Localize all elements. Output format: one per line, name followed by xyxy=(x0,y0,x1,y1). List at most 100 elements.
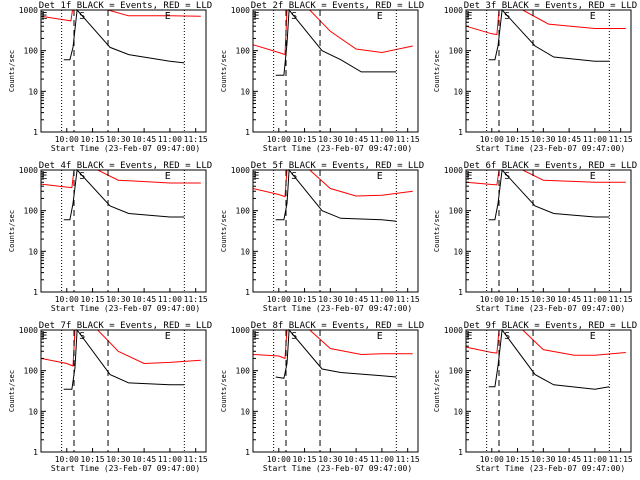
x-tick-label: 11:00 xyxy=(158,455,182,464)
y-tick-label: 1 xyxy=(458,448,463,457)
x-tick-label: 10:15 xyxy=(293,455,317,464)
y-tick-label: 1 xyxy=(458,288,463,297)
x-tick-label: 10:30 xyxy=(531,135,555,144)
x-tick-label: 11:15 xyxy=(609,455,633,464)
time-marker-label: S xyxy=(79,11,85,22)
x-axis-label: Start Time (23-Feb-07 09:47:00) xyxy=(476,144,625,153)
x-tick-label: 10:00 xyxy=(55,135,79,144)
y-tick-label: 1 xyxy=(458,128,463,137)
y-tick-label: 100 xyxy=(449,47,464,56)
time-marker-label: E xyxy=(165,331,171,342)
y-tick-label: 10 xyxy=(453,87,463,96)
x-tick-label: 10:45 xyxy=(344,135,368,144)
y-tick-label: 100 xyxy=(24,367,39,376)
x-tick-label: 11:15 xyxy=(609,295,633,304)
x-tick-label: 10:00 xyxy=(55,455,79,464)
time-marker-label: E xyxy=(377,331,383,342)
x-tick-label: 11:00 xyxy=(583,295,607,304)
y-tick-label: 1000 xyxy=(444,166,463,175)
time-marker-label: S xyxy=(291,171,297,182)
y-tick-label: 1000 xyxy=(444,326,463,335)
x-tick-label: 10:45 xyxy=(132,295,156,304)
x-tick-label: 10:00 xyxy=(480,295,504,304)
x-tick-label: 11:00 xyxy=(158,135,182,144)
x-tick-label: 11:00 xyxy=(158,295,182,304)
events-series-line xyxy=(488,168,610,221)
time-marker-label: E xyxy=(165,11,171,22)
y-axis-label: Counts/sec xyxy=(220,210,228,252)
y-axis-label: Counts/sec xyxy=(433,50,441,92)
time-marker-label: E xyxy=(165,171,171,182)
plot-frame xyxy=(252,9,419,133)
x-axis-label: Start Time (23-Feb-07 09:47:00) xyxy=(263,304,412,313)
time-marker-label: E xyxy=(467,11,473,22)
x-tick-label: 11:00 xyxy=(370,135,394,144)
chart-title: Det 4f BLACK = Events, RED = LLD xyxy=(39,161,212,171)
y-tick-label: 1000 xyxy=(231,326,250,335)
y-tick-label: 100 xyxy=(449,367,464,376)
plot-frame xyxy=(252,169,419,293)
x-tick-label: 10:30 xyxy=(106,295,130,304)
x-tick-label: 10:00 xyxy=(480,135,504,144)
x-tick-label: 11:00 xyxy=(370,455,394,464)
x-tick-label: 10:15 xyxy=(81,135,105,144)
y-tick-label: 10 xyxy=(240,87,250,96)
y-axis-label: Counts/sec xyxy=(220,370,228,412)
x-tick-label: 11:15 xyxy=(184,135,208,144)
y-tick-label: 10 xyxy=(453,407,463,416)
y-tick-label: 1 xyxy=(245,288,250,297)
y-tick-label: 100 xyxy=(236,367,251,376)
y-tick-label: 1 xyxy=(33,288,38,297)
y-tick-label: 1000 xyxy=(19,166,38,175)
y-tick-label: 100 xyxy=(236,207,251,216)
events-series-line xyxy=(63,328,185,390)
lld-series-line xyxy=(252,9,413,56)
x-tick-label: 10:30 xyxy=(531,295,555,304)
x-tick-label: 10:30 xyxy=(531,455,555,464)
plot-frame xyxy=(252,329,419,453)
y-tick-label: 1000 xyxy=(231,6,250,15)
lld-series-line xyxy=(465,9,626,36)
x-tick-label: 11:15 xyxy=(396,135,420,144)
time-marker-label: S xyxy=(291,331,297,342)
time-marker-label: S xyxy=(79,331,85,342)
y-tick-label: 1 xyxy=(245,448,250,457)
x-tick-label: 11:00 xyxy=(583,135,607,144)
chart-title: Det 5f BLACK = Events, RED = LLD xyxy=(251,161,424,171)
x-tick-label: 10:45 xyxy=(344,295,368,304)
x-tick-label: 10:15 xyxy=(293,135,317,144)
x-tick-label: 10:45 xyxy=(557,455,581,464)
x-tick-label: 10:15 xyxy=(81,295,105,304)
x-tick-label: 10:15 xyxy=(506,295,530,304)
y-tick-label: 1 xyxy=(33,448,38,457)
x-tick-label: 11:15 xyxy=(609,135,633,144)
plot-frame xyxy=(40,329,207,453)
x-tick-label: 10:00 xyxy=(267,295,291,304)
time-marker-label: E xyxy=(377,171,383,182)
time-marker-label: E xyxy=(42,171,48,182)
y-tick-label: 100 xyxy=(449,207,464,216)
events-series-line xyxy=(63,8,185,64)
x-tick-label: 11:00 xyxy=(370,295,394,304)
x-tick-label: 10:45 xyxy=(132,455,156,464)
time-marker-label: E xyxy=(590,331,596,342)
time-marker-label: S xyxy=(504,11,510,22)
plot-frame xyxy=(465,169,632,293)
x-tick-label: 10:45 xyxy=(132,135,156,144)
y-axis-label: Counts/sec xyxy=(8,210,16,252)
y-tick-label: 10 xyxy=(28,87,38,96)
y-tick-label: 10 xyxy=(28,407,38,416)
x-tick-label: 10:15 xyxy=(293,295,317,304)
x-tick-label: 10:15 xyxy=(81,455,105,464)
x-tick-label: 11:00 xyxy=(583,455,607,464)
x-axis-label: Start Time (23-Feb-07 09:47:00) xyxy=(51,464,200,473)
events-series-line xyxy=(275,168,397,222)
y-tick-label: 10 xyxy=(240,407,250,416)
y-axis-label: Counts/sec xyxy=(220,50,228,92)
y-tick-label: 1 xyxy=(33,128,38,137)
x-axis-label: Start Time (23-Feb-07 09:47:00) xyxy=(263,464,412,473)
